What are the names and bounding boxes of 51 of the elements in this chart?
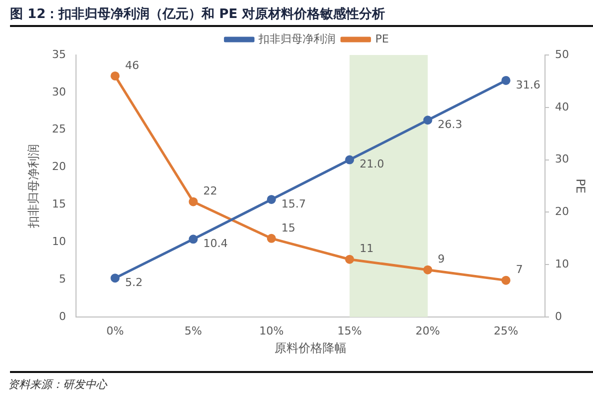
data-label: 22 (203, 184, 218, 198)
data-label: 15.7 (281, 197, 306, 210)
data-label: 21.0 (360, 158, 384, 171)
x-tick-label: 15% (337, 324, 362, 338)
data-label: 31.6 (516, 78, 540, 92)
x-tick-label: 10% (259, 324, 284, 338)
point (345, 254, 354, 264)
data-label: 7 (516, 263, 523, 276)
y-axis-title: 扣非归母净利润 (26, 144, 40, 229)
y2-tick-label: 30 (555, 152, 569, 166)
y-tick-label: 25 (52, 122, 66, 136)
point (423, 265, 432, 274)
y2-tick-label: 20 (555, 205, 569, 218)
point (501, 76, 510, 85)
data-label: 5.2 (125, 276, 143, 289)
point (188, 234, 198, 244)
data-label: 15 (281, 221, 296, 234)
data-label: 11 (360, 242, 374, 256)
y-tick-label: 10 (52, 235, 66, 248)
x-tick-label: 20% (416, 324, 440, 338)
y-tick-label: 35 (52, 48, 66, 61)
y-tick-label: 15 (52, 198, 66, 211)
y2-tick-label: 50 (555, 48, 569, 61)
point (423, 116, 432, 125)
y-tick-label: 0 (59, 310, 66, 323)
data-label: 26.3 (438, 118, 462, 131)
y2-axis-title: PE (574, 178, 588, 194)
point (266, 194, 276, 204)
point (188, 197, 198, 206)
x-tick-label: 5% (184, 324, 202, 338)
point (110, 71, 120, 80)
data-label: 9 (438, 252, 445, 266)
data-label: 46 (125, 58, 140, 72)
legend-label: 扣非归母净利润 (258, 32, 336, 46)
point (266, 234, 276, 243)
x-tick-label: 0% (106, 324, 124, 338)
chart-title: 图 12：扣非归母净利润（亿元）和 PE 对原材料价格敏感性分析 (10, 6, 386, 23)
y-tick-label: 30 (52, 85, 66, 98)
y2-tick-label: 10 (555, 257, 569, 270)
y2-tick-label: 0 (555, 310, 562, 323)
y-tick-label: 20 (52, 160, 66, 174)
text: 资料来源：研发中心 (8, 377, 107, 392)
point (501, 276, 510, 285)
y2-tick-label: 40 (555, 100, 569, 114)
x-axis-title: 原料价格降幅 (274, 340, 346, 355)
point (345, 155, 354, 164)
x-tick-label: 25% (494, 324, 518, 338)
legend-label: PE (375, 32, 389, 46)
y-tick-label: 5 (59, 272, 66, 286)
point (110, 274, 120, 283)
data-label: 10.4 (203, 237, 228, 250)
